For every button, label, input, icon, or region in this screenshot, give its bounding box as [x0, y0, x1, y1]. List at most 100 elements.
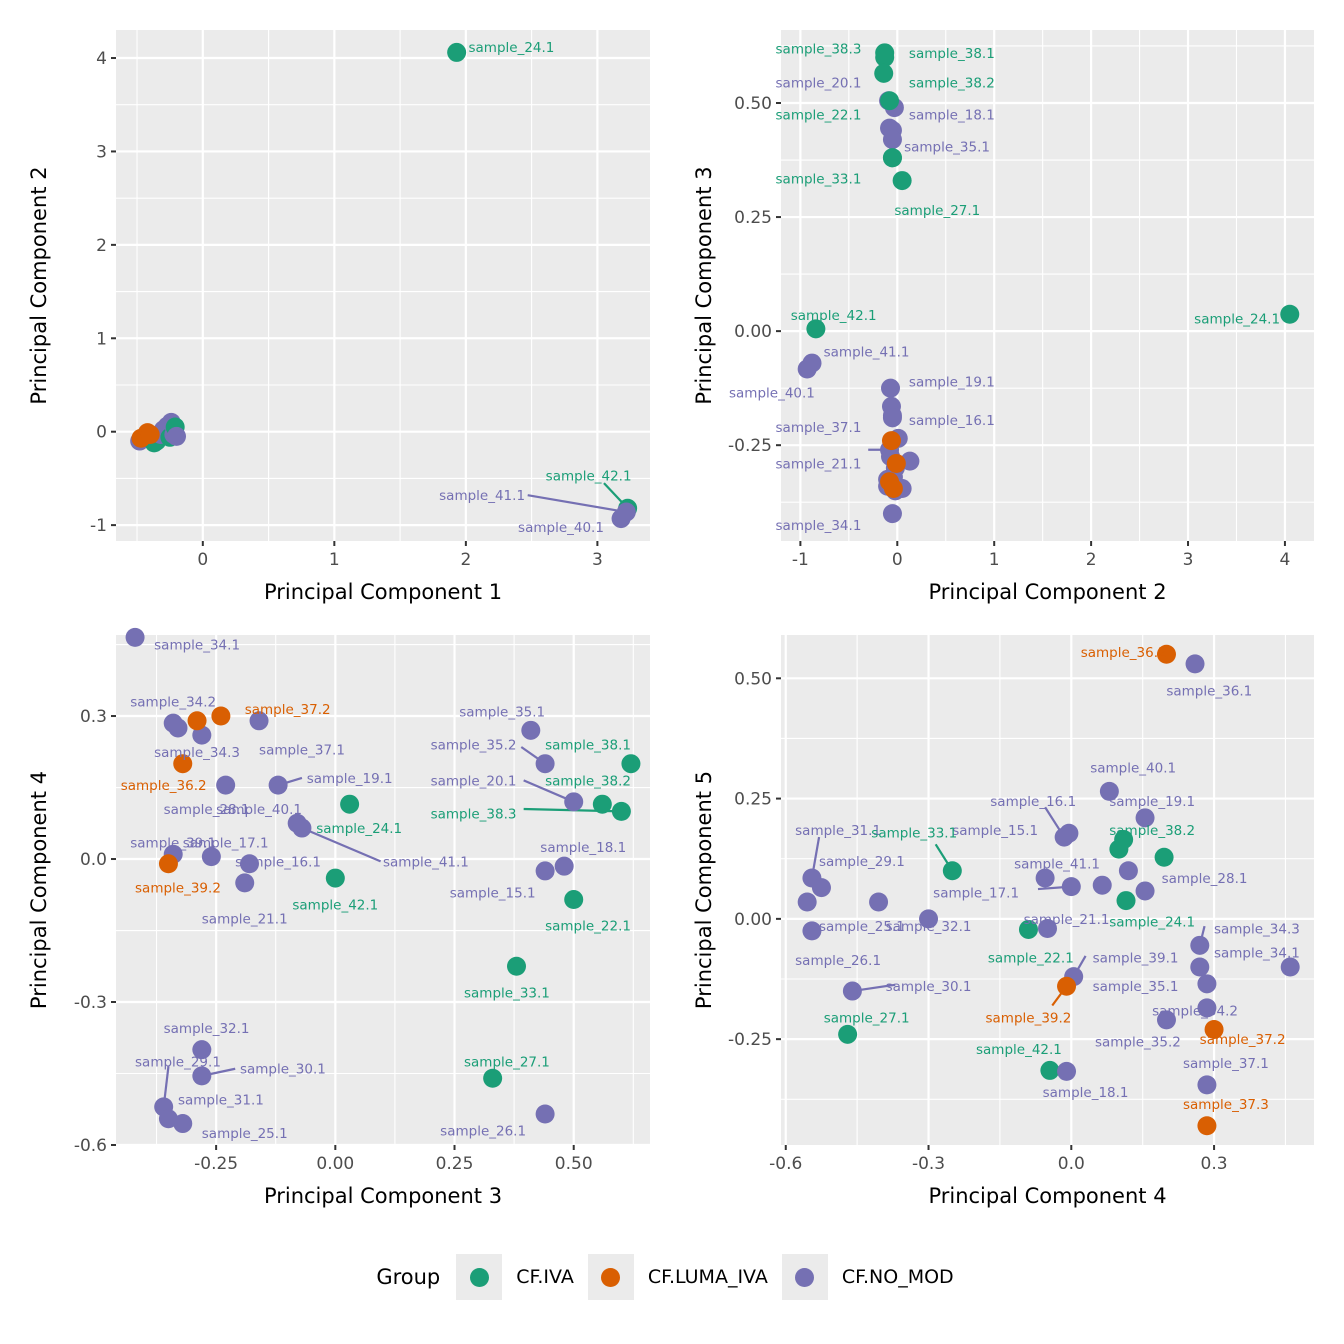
- point-label: sample_19.1: [1109, 794, 1195, 810]
- data-point: [1099, 781, 1119, 801]
- label-connector: [527, 494, 627, 514]
- point-label: sample_32.1: [886, 919, 972, 935]
- point-label: sample_25.1: [202, 1126, 288, 1142]
- data-point: [1280, 957, 1300, 977]
- point-label: sample_37.3: [1183, 1097, 1269, 1113]
- legend-dot-icon: [469, 1267, 489, 1287]
- point-label: sample_38.1: [909, 46, 995, 62]
- data-point: [192, 1040, 212, 1060]
- point-label: sample_38.1: [545, 738, 631, 754]
- data-point: [882, 408, 902, 428]
- point-label: sample_42.1: [292, 897, 378, 913]
- x-tick-label: 0.50: [555, 1154, 593, 1174]
- data-point: [842, 981, 862, 1001]
- point-label: sample_16.1: [909, 413, 995, 429]
- x-axis-title: Principal Component 4: [928, 1184, 1166, 1208]
- data-point: [880, 91, 900, 111]
- point-label: sample_38.2: [909, 75, 995, 91]
- x-axis-title: Principal Component 3: [264, 1184, 502, 1208]
- point-label: sample_18.1: [909, 107, 995, 123]
- point-label: sample_25.1: [819, 919, 905, 935]
- data-point: [881, 378, 901, 398]
- data-point: [521, 720, 541, 740]
- data-point: [535, 754, 555, 774]
- data-point: [797, 892, 817, 912]
- data-point: [886, 453, 906, 473]
- y-axis-title: Principal Component 4: [27, 771, 51, 1009]
- point-label: sample_31.1: [178, 1093, 264, 1109]
- data-point: [882, 130, 902, 149]
- point-label: sample_33.1: [871, 825, 957, 841]
- data-point: [802, 921, 822, 941]
- point-label: sample_29.1: [135, 1055, 221, 1071]
- point-label: sample_34.1: [776, 518, 862, 534]
- panel-2: -1 0 1 2 3 4 -0.25 0.00 0.25 0.50 Principal Compon…: [692, 30, 1314, 604]
- data-point: [1185, 654, 1205, 674]
- point-label: sample_37.1: [776, 420, 862, 436]
- y-tick-label: 2: [96, 236, 107, 256]
- x-tick-label: 0.25: [436, 1154, 474, 1174]
- data-point: [173, 1114, 193, 1134]
- panel-3: -0.25 0.00 0.25 0.50 -0.6 -0.3 0.0 0.3 Principal…: [27, 627, 650, 1208]
- y-tick-label: 0.00: [734, 322, 772, 342]
- point-label: sample_42.1: [976, 1042, 1062, 1058]
- x-axis-title: Principal Component 1: [264, 580, 502, 604]
- data-point: [1135, 881, 1155, 901]
- data-point: [1116, 891, 1136, 911]
- data-point: [592, 794, 612, 814]
- x-tick-label: 0: [197, 550, 208, 570]
- point-label: sample_39.2: [986, 1011, 1072, 1027]
- data-point: [554, 856, 574, 876]
- point-label: sample_39.2: [135, 881, 221, 897]
- y-tick-label: -0.25: [728, 436, 772, 456]
- data-point: [1197, 1116, 1217, 1136]
- point-label: sample_34.3: [1214, 921, 1300, 937]
- x-tick-label: 2: [1086, 550, 1097, 570]
- data-point: [292, 818, 312, 838]
- point-label: sample_19.1: [307, 771, 393, 787]
- point-label: sample_38.2: [1109, 823, 1195, 839]
- point-label: sample_32.1: [164, 1021, 250, 1037]
- point-label: sample_26.1: [795, 953, 881, 969]
- data-point: [1190, 957, 1210, 977]
- point-label: sample_24.1: [1194, 311, 1280, 327]
- point-label: sample_34.2: [1152, 1003, 1238, 1019]
- x-tick-label: 0.3: [1201, 1154, 1228, 1174]
- point-label: sample_41.1: [383, 854, 469, 870]
- y-tick-label: 0.0: [80, 850, 107, 870]
- point-label: sample_29.1: [819, 854, 905, 870]
- data-point: [483, 1068, 503, 1088]
- data-point: [125, 627, 145, 647]
- point-label: sample_15.1: [952, 823, 1038, 839]
- point-label: sample_34.3: [154, 745, 240, 761]
- point-label: sample_33.1: [776, 171, 862, 187]
- data-point: [1135, 808, 1155, 828]
- data-point: [340, 794, 360, 814]
- x-axis-title: Principal Component 2: [928, 580, 1166, 604]
- x-tick-label: 1: [989, 550, 1000, 570]
- y-tick-label: 1: [96, 329, 107, 349]
- point-label: sample_38.3: [776, 41, 862, 57]
- x-tick-label: 3: [592, 550, 603, 570]
- legend-key-cf-iva: [456, 1254, 503, 1300]
- point-label: sample_39.1: [1093, 950, 1179, 966]
- point-label: sample_21.1: [202, 912, 288, 928]
- data-point: [268, 775, 288, 795]
- data-point: [192, 725, 212, 745]
- data-point: [507, 956, 526, 976]
- data-point: [158, 854, 178, 874]
- point-label: sample_33.1: [464, 985, 550, 1001]
- x-tick-label: 4: [1280, 550, 1291, 570]
- point-label: sample_17.1: [933, 885, 1019, 901]
- y-axis-title: Principal Component 2: [27, 166, 51, 404]
- point-label: sample_30.1: [240, 1062, 326, 1078]
- x-tick-label: -0.3: [912, 1154, 945, 1174]
- data-point: [211, 706, 231, 726]
- point-label: sample_38.2: [545, 773, 631, 789]
- y-tick-label: -0.6: [74, 1136, 107, 1156]
- data-point: [1197, 1075, 1217, 1095]
- point-label: sample_41.1: [824, 345, 910, 361]
- data-point: [1204, 1020, 1224, 1040]
- point-label: sample_31.1: [795, 823, 881, 839]
- data-point: [564, 890, 584, 910]
